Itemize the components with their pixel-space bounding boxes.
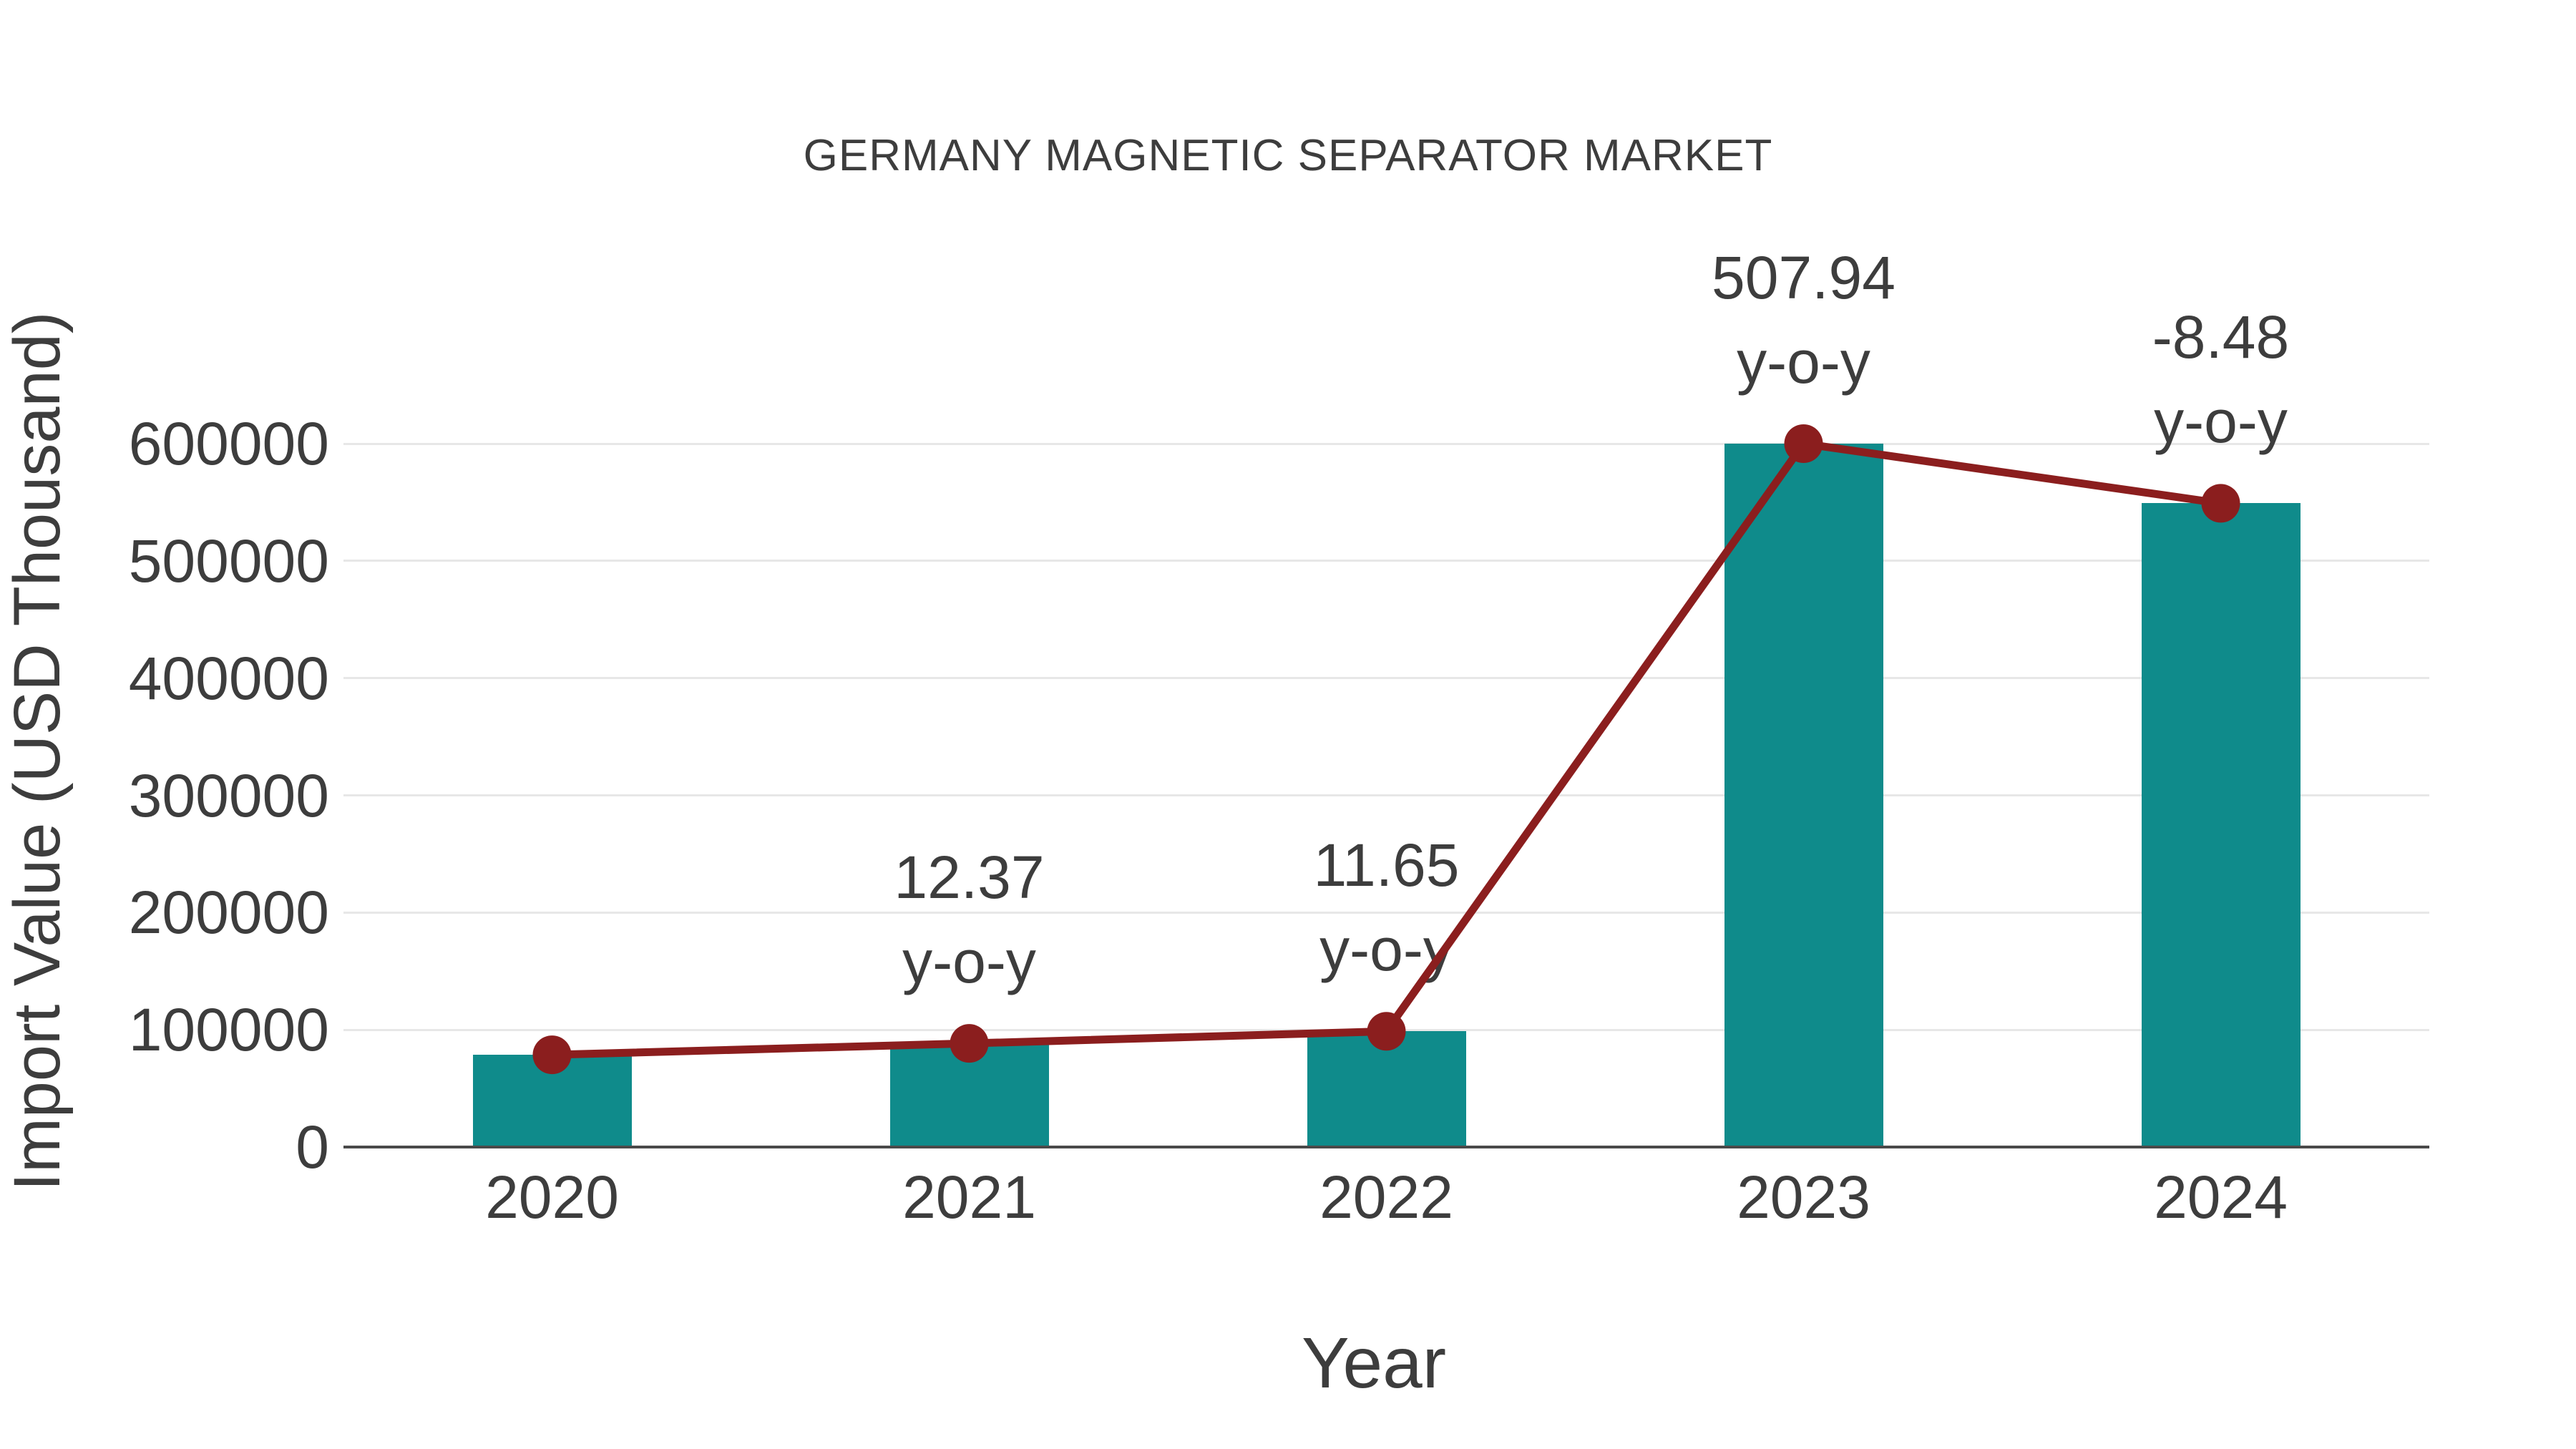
data-point-marker-2021: [950, 1024, 989, 1063]
yoy-suffix: y-o-y: [1737, 328, 1870, 396]
x-tick-label-2023: 2023: [1737, 1163, 1870, 1231]
yoy-annotation-2023: 507.94 y-o-y: [1625, 235, 1983, 404]
yoy-annotation-2021: 12.37 y-o-y: [791, 835, 1148, 1004]
yoy-value: 12.37: [894, 844, 1045, 912]
gridline: [343, 677, 2429, 680]
yoy-value: 11.65: [1313, 831, 1460, 899]
x-tick-label-2022: 2022: [1319, 1163, 1453, 1231]
bar-2023: [1724, 444, 1883, 1147]
y-tick-label: 200000: [128, 879, 329, 947]
gridline: [343, 911, 2429, 914]
data-point-marker-2022: [1367, 1012, 1406, 1051]
x-tick-label-2020: 2020: [485, 1163, 619, 1231]
chart-title: GERMANY MAGNETIC SEPARATOR MARKET: [803, 131, 1773, 180]
data-point-marker-2020: [532, 1035, 572, 1075]
gridline: [343, 560, 2429, 562]
y-tick-label: 300000: [128, 761, 329, 829]
y-tick-label: 0: [296, 1113, 329, 1181]
gridline: [343, 442, 2429, 445]
yoy-suffix: y-o-y: [2154, 388, 2288, 456]
x-tick-label-2021: 2021: [902, 1163, 1036, 1231]
data-point-marker-2024: [2201, 484, 2240, 523]
yoy-value: -8.48: [2152, 303, 2290, 371]
x-axis-line: [343, 1146, 2429, 1148]
yoy-suffix: y-o-y: [902, 928, 1036, 996]
y-tick-label: 400000: [128, 644, 329, 712]
data-point-marker-2023: [1784, 424, 1823, 463]
x-axis-title: Year: [1301, 1323, 1447, 1403]
y-tick-label: 500000: [128, 527, 329, 595]
y-tick-label: 600000: [128, 410, 329, 477]
bar-2024: [2141, 503, 2301, 1147]
x-tick-label-2024: 2024: [2154, 1163, 2288, 1231]
trend-line: [552, 439, 2222, 1059]
yoy-value: 507.94: [1712, 244, 1896, 311]
yoy-annotation-2024: -8.48 y-o-y: [2042, 295, 2400, 464]
y-tick-label: 100000: [128, 996, 329, 1064]
gridline: [343, 794, 2429, 796]
